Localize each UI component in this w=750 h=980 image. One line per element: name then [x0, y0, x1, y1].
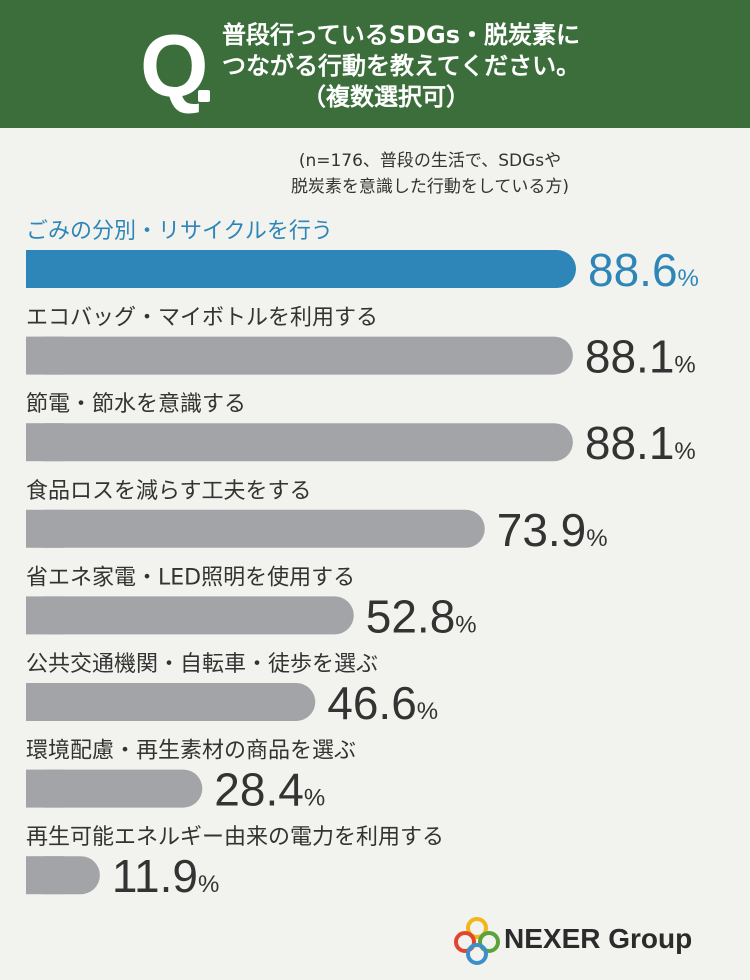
bar	[26, 250, 576, 288]
value-unit: %	[678, 265, 699, 292]
sample-note: (n=176、普段の生活で、SDGsや 脱炭素を意識した行動をしている方)	[150, 148, 710, 200]
sample-note-line-1: (n=176、普段の生活で、SDGsや	[298, 151, 562, 171]
value-label: 88.1%	[585, 417, 696, 469]
category-label: 環境配慮・再生素材の商品を選ぶ	[26, 739, 356, 764]
question-line-3: （複数選択可）	[302, 83, 470, 111]
value-unit: %	[455, 611, 476, 638]
value-label: 28.4%	[214, 764, 325, 816]
category-label: ごみの分別・リサイクルを行う	[26, 219, 333, 244]
category-label: 再生可能エネルギー由来の電力を利用する	[26, 825, 444, 850]
sample-note-line-2: 脱炭素を意識した行動をしている方)	[290, 177, 570, 197]
bar-base	[26, 683, 64, 721]
q-dot	[198, 90, 210, 102]
value-label: 11.9%	[112, 850, 219, 902]
value-number: 28.4	[214, 764, 304, 816]
value-label: 52.8%	[366, 590, 477, 642]
q-mark: Q	[140, 16, 209, 115]
value-label: 88.6%	[588, 244, 699, 296]
question-line-1: 普段行っているSDGs・脱炭素に	[222, 21, 580, 49]
question-header: Q 普段行っているSDGs・脱炭素に つながる行動を教えてください。 （複数選択…	[0, 0, 750, 128]
category-label: エコバッグ・マイボトルを利用する	[26, 306, 378, 331]
question-line-2: つながる行動を教えてください。	[222, 52, 581, 80]
category-label: 公共交通機関・自転車・徒歩を選ぶ	[26, 652, 378, 677]
logo-rings-icon	[454, 917, 500, 965]
bar	[26, 336, 573, 375]
value-unit: %	[417, 698, 438, 725]
value-number: 88.1	[585, 417, 675, 469]
bar-base	[26, 336, 64, 375]
bar-base	[26, 250, 64, 288]
bar	[26, 509, 485, 548]
value-unit: %	[586, 525, 607, 552]
value-unit: %	[198, 871, 219, 898]
bar	[26, 683, 316, 721]
category-label: 省エネ家電・LED照明を使用する	[26, 565, 355, 590]
value-number: 88.6	[588, 244, 678, 296]
value-number: 46.6	[327, 677, 417, 729]
category-label: 食品ロスを減らす工夫をする	[26, 479, 312, 504]
logo-text: NEXER Group	[504, 923, 693, 954]
bar	[26, 769, 203, 808]
value-unit: %	[674, 438, 695, 465]
bar-base	[26, 769, 64, 808]
value-unit: %	[674, 352, 695, 379]
value-label: 73.9%	[497, 504, 608, 556]
nexer-logo: NEXER Group	[452, 912, 732, 968]
bar	[26, 423, 573, 462]
bar	[26, 596, 354, 635]
value-number: 88.1	[585, 331, 675, 383]
value-label: 88.1%	[585, 331, 696, 383]
value-number: 73.9	[497, 504, 587, 556]
value-label: 46.6%	[327, 677, 438, 729]
value-number: 52.8	[366, 590, 456, 642]
bar-base	[26, 423, 64, 462]
bar-base	[26, 509, 64, 548]
value-number: 11.9	[112, 850, 198, 902]
bar-base	[26, 596, 64, 635]
bar-base	[26, 856, 64, 895]
question-text: 普段行っているSDGs・脱炭素に つながる行動を教えてください。 （複数選択可）	[222, 20, 622, 113]
value-unit: %	[304, 785, 325, 812]
category-label: 節電・節水を意識する	[26, 392, 246, 417]
